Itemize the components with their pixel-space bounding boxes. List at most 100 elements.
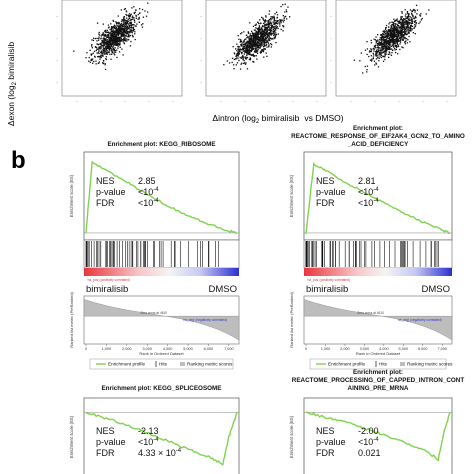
scatter-point <box>425 13 427 15</box>
scatter-point <box>428 9 430 11</box>
scatter-tick-mark: · <box>292 99 294 105</box>
scatter-point <box>381 49 383 51</box>
scatter-point <box>105 51 107 53</box>
scatter-point <box>238 49 240 51</box>
scatter-point <box>256 58 258 60</box>
scatter-point <box>247 44 249 46</box>
scatter-point <box>104 50 106 52</box>
scatter-point <box>377 57 379 59</box>
scatter-point <box>110 44 112 46</box>
scatter-point <box>391 29 393 31</box>
scatter-point <box>241 43 243 45</box>
scatter-point <box>379 44 381 46</box>
condition-right: DMSO <box>422 284 451 295</box>
scatter-point <box>128 24 130 27</box>
scatter-point <box>118 21 120 24</box>
scatter-point <box>387 34 389 37</box>
scatter-point <box>248 58 251 60</box>
scatter-point <box>397 28 399 30</box>
scatter-point <box>273 15 275 17</box>
scatter-tick-mark: · <box>200 58 202 64</box>
scatter-point <box>267 39 269 41</box>
scatter-point <box>414 9 416 12</box>
scatter-point <box>260 50 262 52</box>
stat-label: NES <box>316 176 335 186</box>
scatter-point <box>131 18 133 20</box>
scatter-point <box>414 33 416 35</box>
scatter-point <box>287 6 289 8</box>
scatter-point <box>403 26 405 29</box>
scatter-point <box>258 39 260 41</box>
scatter-point <box>374 39 377 41</box>
scatter-point <box>265 43 268 46</box>
scatter-point <box>399 26 401 28</box>
scatter-point <box>108 36 110 38</box>
scatter-point <box>131 7 133 9</box>
neg-correlated-label: 'na_neg' (negatively correlated) <box>183 318 227 322</box>
scatter-point <box>110 23 112 25</box>
scatter-point <box>400 37 402 39</box>
scatter-point <box>242 58 244 61</box>
stat-value-text: 0.021 <box>358 448 381 458</box>
scatter-point <box>238 51 240 53</box>
scatter-point <box>104 48 106 50</box>
scatter-point <box>407 16 409 18</box>
scatter-point <box>381 43 383 45</box>
scatter-point <box>138 21 140 23</box>
scatter-point <box>243 43 245 45</box>
scatter-point <box>128 28 130 30</box>
scatter-point <box>268 21 270 23</box>
scatter-point <box>109 41 111 43</box>
scatter-point <box>410 12 413 14</box>
scatter-point <box>235 58 237 60</box>
scatter-point <box>405 17 407 19</box>
scatter-point <box>382 55 384 57</box>
scatter-point <box>269 30 272 32</box>
scatter-point <box>402 38 404 40</box>
scatter-point <box>236 49 238 52</box>
scatter-point <box>102 62 105 65</box>
scatter-point <box>128 34 130 36</box>
scatter-point <box>131 16 133 19</box>
scatter-point <box>106 46 109 49</box>
scatter-point <box>129 24 131 27</box>
scatter-point <box>108 51 110 53</box>
scatter-point <box>240 57 242 59</box>
scatter-point <box>375 36 377 38</box>
scatter-point <box>399 21 402 23</box>
scatter-point <box>252 32 255 35</box>
scatter-point <box>90 54 92 56</box>
panel-a: Δexon (log2 bimiralisib · · · · ······ · · · ···… <box>6 0 457 126</box>
scatter-point <box>241 62 243 64</box>
scatter-point <box>111 36 113 38</box>
scatter-point <box>102 38 104 40</box>
scatter-point <box>261 39 264 41</box>
scatter-point <box>384 34 386 36</box>
scatter-point <box>406 20 408 22</box>
scatter-point <box>387 40 389 42</box>
scatter-point <box>112 33 114 36</box>
scatter-point <box>410 19 412 22</box>
scatter-point <box>401 22 404 24</box>
scatter-point <box>265 29 267 31</box>
scatter-point <box>110 33 112 35</box>
scatter-point <box>382 38 384 40</box>
scatter-point <box>121 48 123 50</box>
scatter-point <box>120 37 122 40</box>
scatter-point <box>382 33 385 36</box>
scatter-point <box>130 19 133 21</box>
scatter-point <box>370 42 373 44</box>
scatter-point <box>262 37 265 39</box>
scatter-point <box>246 41 249 43</box>
scatter-point <box>142 23 144 25</box>
scatter-point <box>392 40 394 42</box>
scatter-point <box>118 33 120 36</box>
scatter-point <box>397 44 399 46</box>
scatter-point <box>249 50 251 52</box>
scatter-point <box>98 39 100 41</box>
scatter-point <box>116 28 118 30</box>
scatter-point <box>90 58 93 60</box>
scatter-point <box>392 38 395 40</box>
scatter-point <box>257 33 259 35</box>
x-tick-label: 2,000 <box>340 347 350 351</box>
